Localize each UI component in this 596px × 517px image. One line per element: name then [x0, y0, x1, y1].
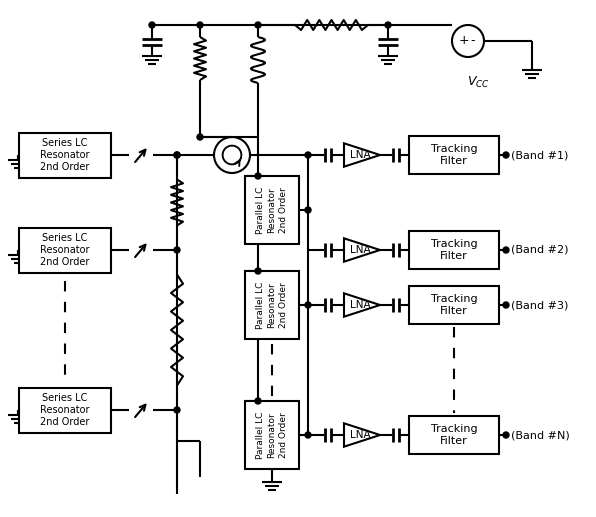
Text: LNA: LNA — [350, 245, 370, 255]
Text: Parallel LC
Resonator
2nd Order: Parallel LC Resonator 2nd Order — [256, 281, 288, 329]
Circle shape — [503, 152, 509, 158]
Text: (Band #3): (Band #3) — [511, 300, 569, 310]
Circle shape — [305, 152, 311, 158]
Circle shape — [305, 207, 311, 213]
Text: LNA: LNA — [350, 300, 370, 310]
Text: Tracking
Filter: Tracking Filter — [431, 424, 477, 446]
Text: Tracking
Filter: Tracking Filter — [431, 239, 477, 261]
FancyBboxPatch shape — [409, 136, 499, 174]
Circle shape — [174, 152, 180, 158]
Circle shape — [174, 407, 180, 413]
Circle shape — [305, 432, 311, 438]
Circle shape — [305, 302, 311, 308]
Text: -: - — [471, 35, 475, 48]
FancyBboxPatch shape — [409, 416, 499, 454]
Circle shape — [174, 247, 180, 253]
Circle shape — [197, 22, 203, 28]
Circle shape — [503, 432, 509, 438]
FancyBboxPatch shape — [245, 176, 299, 244]
FancyBboxPatch shape — [409, 286, 499, 324]
Text: +: + — [459, 35, 469, 48]
Circle shape — [255, 173, 261, 179]
Text: Series LC
Resonator
2nd Order: Series LC Resonator 2nd Order — [41, 138, 90, 172]
FancyBboxPatch shape — [245, 401, 299, 469]
Text: Series LC
Resonator
2nd Order: Series LC Resonator 2nd Order — [41, 233, 90, 267]
Circle shape — [503, 302, 509, 308]
Text: Series LC
Resonator
2nd Order: Series LC Resonator 2nd Order — [41, 392, 90, 428]
FancyBboxPatch shape — [19, 132, 111, 177]
Circle shape — [149, 22, 155, 28]
Circle shape — [197, 134, 203, 140]
Circle shape — [503, 247, 509, 253]
Text: Tracking
Filter: Tracking Filter — [431, 144, 477, 166]
Text: Parallel LC
Resonator
2nd Order: Parallel LC Resonator 2nd Order — [256, 412, 288, 459]
FancyBboxPatch shape — [19, 227, 111, 272]
Text: (Band #1): (Band #1) — [511, 150, 569, 160]
Circle shape — [255, 398, 261, 404]
FancyBboxPatch shape — [409, 231, 499, 269]
Text: LNA: LNA — [350, 150, 370, 160]
Text: Parallel LC
Resonator
2nd Order: Parallel LC Resonator 2nd Order — [256, 186, 288, 234]
Circle shape — [255, 268, 261, 274]
Text: Tracking
Filter: Tracking Filter — [431, 294, 477, 316]
FancyBboxPatch shape — [245, 271, 299, 339]
Text: $V_{CC}$: $V_{CC}$ — [467, 75, 489, 90]
Circle shape — [385, 22, 391, 28]
Circle shape — [174, 152, 180, 158]
Text: LNA: LNA — [350, 430, 370, 440]
Text: (Band #N): (Band #N) — [511, 430, 570, 440]
Text: (Band #2): (Band #2) — [511, 245, 569, 255]
Circle shape — [255, 22, 261, 28]
FancyBboxPatch shape — [19, 388, 111, 433]
